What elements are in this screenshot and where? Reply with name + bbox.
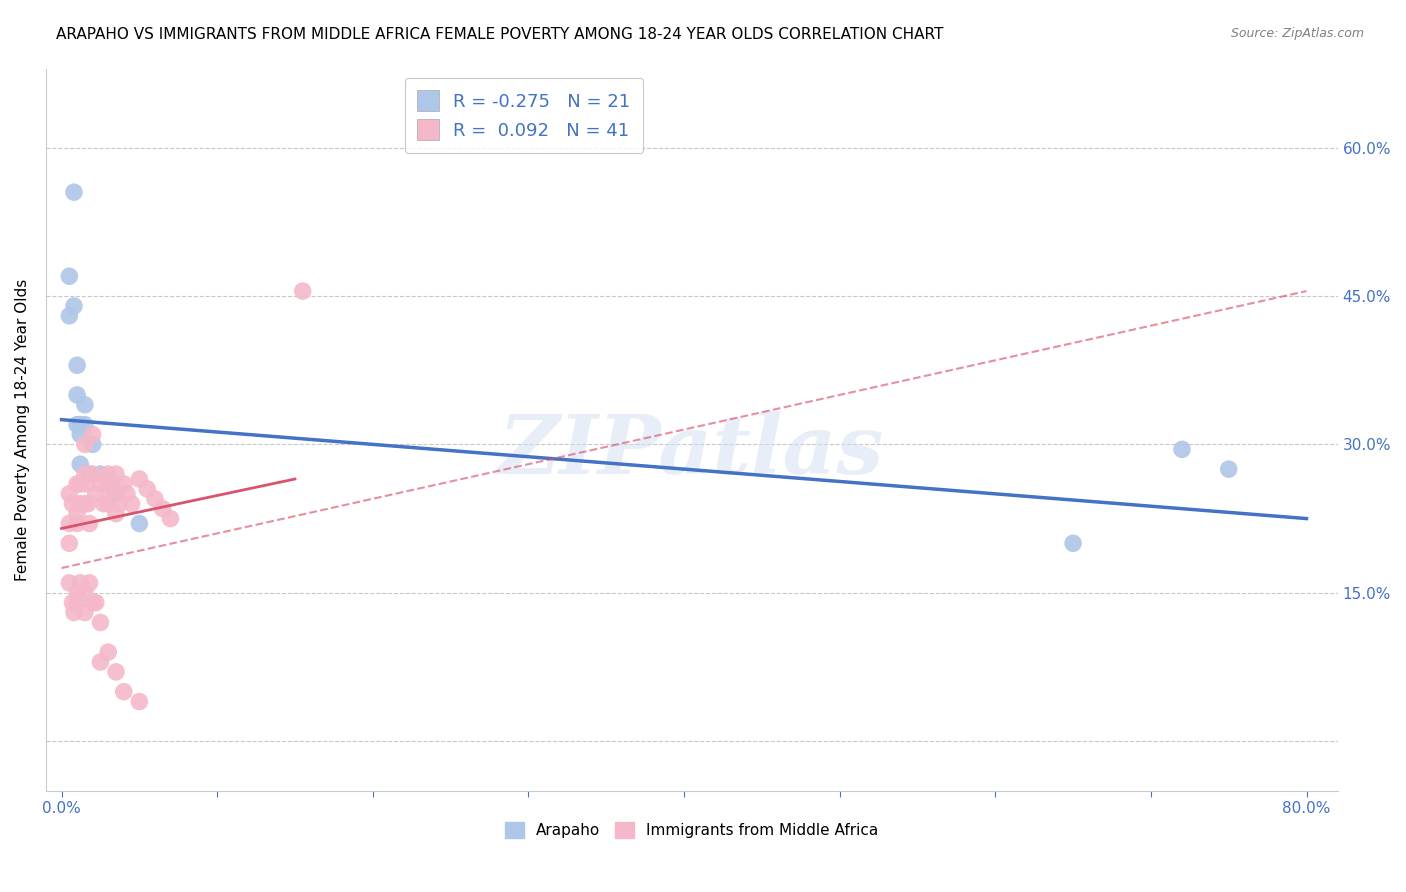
Point <box>62 596 84 610</box>
Point <box>73 606 96 620</box>
Point <box>105 665 128 679</box>
Point <box>89 615 111 630</box>
Text: Source: ZipAtlas.com: Source: ZipAtlas.com <box>1230 27 1364 40</box>
Point <box>69 575 91 590</box>
Point <box>58 487 80 501</box>
Legend: Arapaho, Immigrants from Middle Africa: Arapaho, Immigrants from Middle Africa <box>499 816 884 845</box>
Point <box>93 497 115 511</box>
Point <box>73 497 96 511</box>
Point <box>69 497 91 511</box>
Text: ZIPatlas: ZIPatlas <box>499 411 884 491</box>
Point <box>58 269 80 284</box>
Point <box>84 487 107 501</box>
Point <box>115 487 138 501</box>
Point <box>58 536 80 550</box>
Point <box>152 501 174 516</box>
Point <box>73 586 96 600</box>
Point <box>63 299 86 313</box>
Point <box>73 437 96 451</box>
Point <box>105 487 128 501</box>
Point <box>112 477 135 491</box>
Point <box>84 596 107 610</box>
Point <box>136 482 159 496</box>
Point <box>97 477 120 491</box>
Point <box>121 497 143 511</box>
Point <box>79 516 101 531</box>
Point <box>82 596 104 610</box>
Point <box>291 284 314 298</box>
Point <box>82 467 104 481</box>
Point <box>63 606 86 620</box>
Point <box>69 457 91 471</box>
Point <box>1218 462 1240 476</box>
Point <box>1171 442 1194 457</box>
Point <box>159 511 181 525</box>
Point <box>97 497 120 511</box>
Point <box>89 655 111 669</box>
Text: ARAPAHO VS IMMIGRANTS FROM MIDDLE AFRICA FEMALE POVERTY AMONG 18-24 YEAR OLDS CO: ARAPAHO VS IMMIGRANTS FROM MIDDLE AFRICA… <box>56 27 943 42</box>
Point <box>66 516 89 531</box>
Point <box>97 467 120 481</box>
Point <box>79 467 101 481</box>
Point <box>58 516 80 531</box>
Point <box>143 491 166 506</box>
Point <box>97 645 120 659</box>
Point <box>66 477 89 491</box>
Point <box>66 586 89 600</box>
Point <box>58 309 80 323</box>
Point <box>105 507 128 521</box>
Point <box>66 358 89 372</box>
Point <box>108 497 131 511</box>
Point <box>97 477 120 491</box>
Point <box>79 575 101 590</box>
Point <box>73 467 96 481</box>
Point <box>100 477 122 491</box>
Point <box>101 487 124 501</box>
Point <box>77 497 100 511</box>
Point <box>128 472 150 486</box>
Point <box>66 388 89 402</box>
Point <box>66 507 89 521</box>
Y-axis label: Female Poverty Among 18-24 Year Olds: Female Poverty Among 18-24 Year Olds <box>15 278 30 581</box>
Point <box>82 427 104 442</box>
Point <box>66 596 89 610</box>
Point <box>69 417 91 432</box>
Point <box>89 467 111 481</box>
Point <box>89 477 111 491</box>
Point <box>62 497 84 511</box>
Point <box>66 417 89 432</box>
Point <box>128 516 150 531</box>
Point <box>69 477 91 491</box>
Point <box>1062 536 1084 550</box>
Point <box>63 185 86 199</box>
Point <box>75 477 97 491</box>
Point <box>82 437 104 451</box>
Point <box>105 487 128 501</box>
Point <box>105 467 128 481</box>
Point <box>128 694 150 708</box>
Point <box>112 684 135 698</box>
Point <box>73 417 96 432</box>
Point <box>69 427 91 442</box>
Point <box>58 575 80 590</box>
Point <box>73 398 96 412</box>
